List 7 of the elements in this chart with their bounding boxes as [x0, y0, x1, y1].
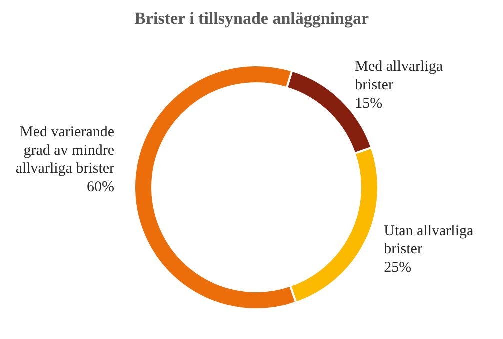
data-label: 60%	[87, 180, 115, 196]
data-label: 25%	[384, 260, 412, 276]
slice-label: Med varierande grad av mindre allvarliga brister	[16, 124, 115, 178]
slice-label: Utan allvarliga brister	[384, 223, 474, 258]
chart-title: Brister i tillsynade anläggningar	[134, 9, 370, 28]
data-label: 15%	[355, 96, 383, 112]
slice-label: Med allvarliga brister	[355, 58, 444, 94]
